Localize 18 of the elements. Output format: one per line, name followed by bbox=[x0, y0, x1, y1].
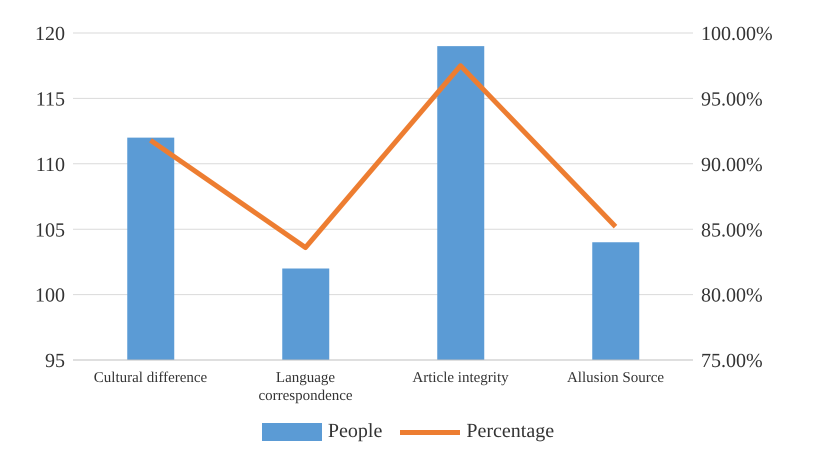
y-tick-label: 95 bbox=[45, 350, 65, 372]
y2-tick-label: 95.00% bbox=[701, 88, 763, 110]
x-tick-label: Article integrity bbox=[412, 370, 510, 386]
x-tick-label: Cultural difference bbox=[94, 370, 208, 386]
y-tick-label: 110 bbox=[36, 154, 65, 176]
y-tick-label: 105 bbox=[35, 219, 65, 242]
y2-tick-label: 90.00% bbox=[701, 154, 763, 176]
legend-label: People bbox=[328, 420, 382, 443]
x-tick-label: Language correspondence bbox=[258, 370, 353, 404]
y2-tick-label: 75.00% bbox=[701, 350, 763, 372]
y-tick-label: 115 bbox=[36, 88, 65, 110]
y-tick-label: 100 bbox=[35, 284, 65, 307]
y2-tick-label: 80.00% bbox=[701, 284, 763, 307]
y-tick-label: 120 bbox=[35, 23, 65, 46]
y2-tick-label: 100.00% bbox=[701, 23, 773, 46]
x-tick-label: Allusion Source bbox=[566, 370, 664, 386]
legend-label: Percentage bbox=[466, 420, 554, 443]
y2-tick-label: 85.00% bbox=[701, 219, 763, 242]
